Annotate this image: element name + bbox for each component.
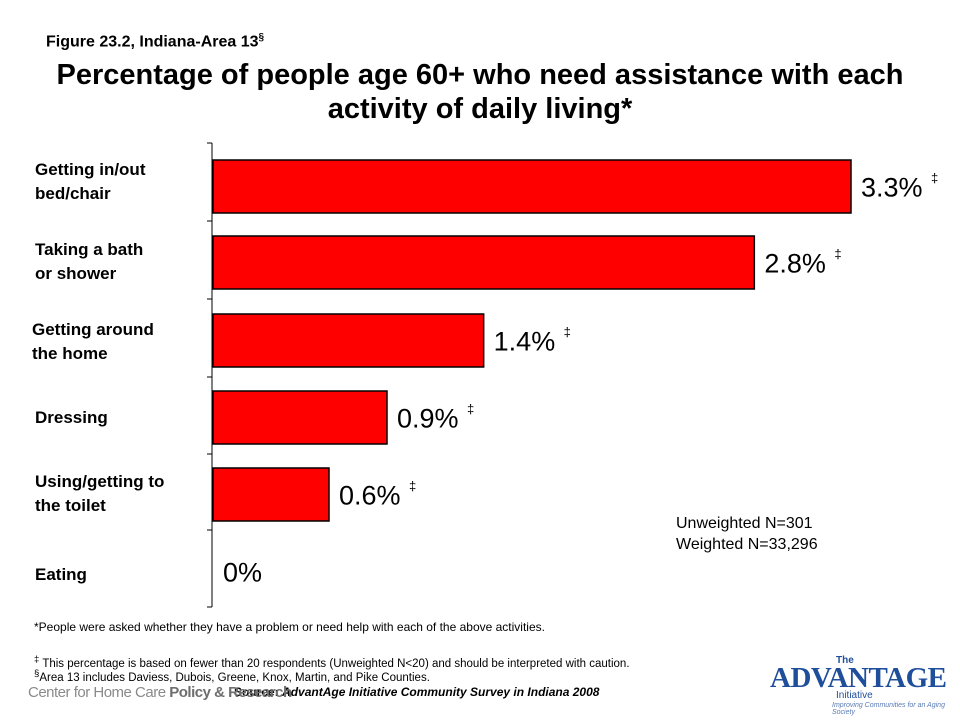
category-label-3: Dressing xyxy=(35,408,108,427)
bar-4 xyxy=(212,467,330,522)
data-label-4: 0.6% xyxy=(339,481,401,511)
chart-title: Percentage of people age 60+ who need as… xyxy=(56,59,904,125)
bar-1 xyxy=(212,235,756,290)
data-label-3: 0.9% xyxy=(397,404,459,434)
data-label-5: 0% xyxy=(223,558,262,588)
bar-3 xyxy=(212,390,388,445)
data-label-mark-3: ‡ xyxy=(467,402,474,417)
data-label-mark-0: ‡ xyxy=(931,171,938,186)
bar-0 xyxy=(212,159,852,214)
category-label-1: Taking a bath or shower xyxy=(35,240,144,283)
advantage-initiative-logo: The ADVANTAGE Initiative Improving Commu… xyxy=(770,655,947,716)
data-label-mark-4: ‡ xyxy=(409,479,416,494)
data-label-1: 2.8% xyxy=(764,249,826,279)
weighted-n: Weighted N=33,296 xyxy=(676,536,818,553)
footnote-dagger: ‡ This percentage is based on fewer than… xyxy=(34,654,630,670)
figure-label: Figure 23.2, Indiana-Area 13§ xyxy=(46,32,265,51)
center-home-care-logo: Center for Home Care Policy & Research xyxy=(28,684,292,701)
data-label-mark-1: ‡ xyxy=(834,247,841,262)
bar-2 xyxy=(212,313,485,368)
sample-size-note: Unweighted N=301 Weighted N=33,296 xyxy=(676,513,818,555)
footnote-section: §Area 13 includes Daviess, Dubois, Green… xyxy=(34,668,430,684)
footnote-main: *People were asked whether they have a p… xyxy=(34,620,545,634)
data-label-2: 1.4% xyxy=(494,327,556,357)
category-label-4: Using/getting to the toilet xyxy=(35,472,165,515)
data-label-0: 3.3% xyxy=(861,173,923,203)
source-note: Source: AdvantAge Initiative Community S… xyxy=(234,685,600,699)
category-label-2: Getting around the home xyxy=(32,320,154,363)
category-label-0: Getting in/out bed/chair xyxy=(35,160,146,203)
category-label-5: Eating xyxy=(35,565,87,584)
unweighted-n: Unweighted N=301 xyxy=(676,515,813,532)
data-label-mark-2: ‡ xyxy=(564,325,571,340)
